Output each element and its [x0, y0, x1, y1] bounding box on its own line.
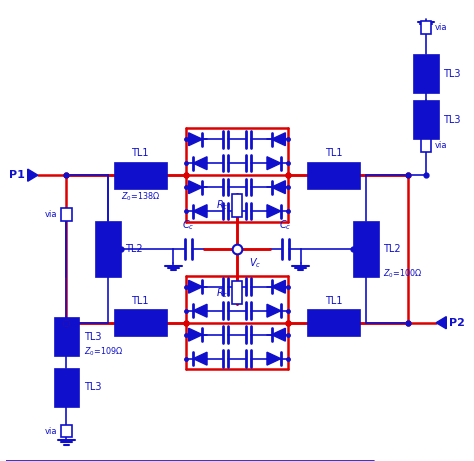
Text: TL1: TL1	[325, 296, 343, 306]
Bar	[54, 368, 79, 407]
Text: P1: P1	[9, 170, 25, 180]
Bar	[232, 194, 242, 217]
Bar	[421, 21, 431, 34]
Bar	[61, 425, 72, 437]
Text: P2: P2	[449, 318, 465, 328]
Text: $C_c$: $C_c$	[182, 218, 195, 232]
Bar	[307, 309, 360, 336]
Text: $Z_0$=138$\Omega$: $Z_0$=138$\Omega$	[120, 191, 160, 203]
Polygon shape	[189, 181, 202, 194]
Polygon shape	[272, 328, 285, 341]
Text: TL2: TL2	[383, 244, 401, 254]
Polygon shape	[267, 352, 281, 365]
Text: via: via	[45, 210, 58, 219]
Bar	[413, 100, 439, 139]
Bar	[232, 281, 242, 304]
Text: via: via	[435, 23, 447, 32]
Bar	[114, 162, 167, 189]
Text: TL2: TL2	[125, 244, 143, 254]
Bar	[354, 221, 379, 277]
Polygon shape	[267, 205, 281, 218]
Text: $R_c$: $R_c$	[216, 198, 228, 212]
Polygon shape	[267, 157, 281, 170]
Text: TL3: TL3	[84, 331, 101, 342]
Text: TL3: TL3	[443, 115, 461, 125]
Bar	[114, 309, 167, 336]
Polygon shape	[193, 352, 207, 365]
Text: via: via	[45, 426, 58, 436]
Text: $R_c$: $R_c$	[216, 286, 228, 300]
Text: via: via	[435, 141, 447, 150]
Polygon shape	[193, 304, 207, 317]
Text: TL3: TL3	[443, 69, 461, 79]
Bar	[61, 208, 72, 221]
Polygon shape	[272, 280, 285, 293]
Polygon shape	[189, 328, 202, 341]
Polygon shape	[272, 181, 285, 194]
Polygon shape	[27, 169, 38, 181]
Bar	[95, 221, 120, 277]
Text: $C_c$: $C_c$	[279, 218, 292, 232]
Text: $Z_0$=100$\Omega$: $Z_0$=100$\Omega$	[383, 267, 423, 280]
Text: TL1: TL1	[131, 148, 149, 158]
Polygon shape	[193, 157, 207, 170]
Bar	[413, 54, 439, 93]
Text: TL3: TL3	[84, 382, 101, 392]
Polygon shape	[267, 304, 281, 317]
Polygon shape	[189, 280, 202, 293]
Bar	[421, 139, 431, 152]
Bar	[307, 162, 360, 189]
Polygon shape	[436, 317, 447, 329]
Text: $Z_0$=109$\Omega$: $Z_0$=109$\Omega$	[84, 346, 123, 358]
Text: TL1: TL1	[131, 296, 149, 306]
Text: TL1: TL1	[325, 148, 343, 158]
Bar	[54, 317, 79, 356]
Polygon shape	[189, 133, 202, 146]
Text: $V_c$: $V_c$	[248, 256, 261, 270]
Polygon shape	[193, 205, 207, 218]
Polygon shape	[272, 133, 285, 146]
